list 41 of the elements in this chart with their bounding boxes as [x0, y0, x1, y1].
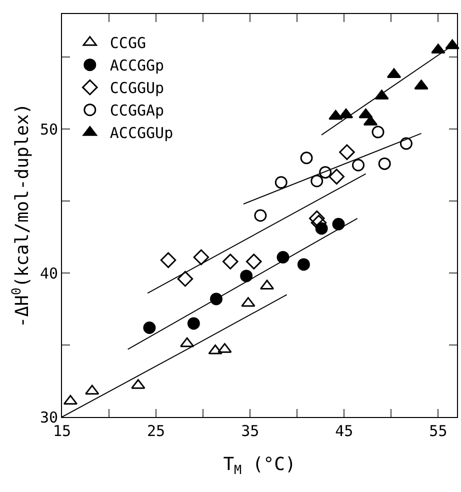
- point: [85, 384, 100, 395]
- point: [63, 394, 78, 405]
- point: [319, 166, 332, 179]
- x-axis-title: T$_{M}$ (°C): [223, 454, 296, 477]
- point: [210, 292, 222, 306]
- point: [372, 126, 384, 138]
- point: [310, 174, 324, 188]
- point: [352, 158, 364, 172]
- point: [143, 322, 156, 334]
- point: [276, 250, 290, 264]
- point: [328, 168, 345, 185]
- x-tick-label: 55: [429, 422, 448, 440]
- point: [260, 280, 274, 290]
- point: [308, 210, 325, 226]
- point: [240, 270, 253, 282]
- y-tick-label: 40: [40, 264, 58, 282]
- point: [246, 254, 262, 270]
- y-tick-label: 50: [40, 120, 58, 138]
- legend-label: CCGG: [110, 34, 146, 52]
- legend-label: ACCGGp: [110, 56, 164, 75]
- x-tick-label: 45: [335, 422, 354, 440]
- point: [297, 258, 310, 271]
- legend-label: CCGGUp: [110, 79, 164, 98]
- point: [300, 152, 313, 164]
- point: [180, 337, 194, 348]
- x-tick-label: 25: [147, 422, 166, 440]
- legend-label: CCGGAp: [110, 102, 164, 120]
- point: [177, 270, 194, 287]
- point: [339, 144, 355, 160]
- point: [193, 249, 210, 266]
- legend-label: ACCGGUp: [110, 124, 174, 142]
- point: [222, 254, 238, 270]
- point: [332, 218, 345, 230]
- point: [160, 252, 176, 268]
- point: [400, 137, 412, 150]
- point: [254, 209, 267, 222]
- point: [187, 317, 200, 330]
- point: [378, 157, 391, 170]
- point: [328, 110, 343, 120]
- x-tick-label: 35: [241, 422, 260, 440]
- point: [274, 176, 288, 189]
